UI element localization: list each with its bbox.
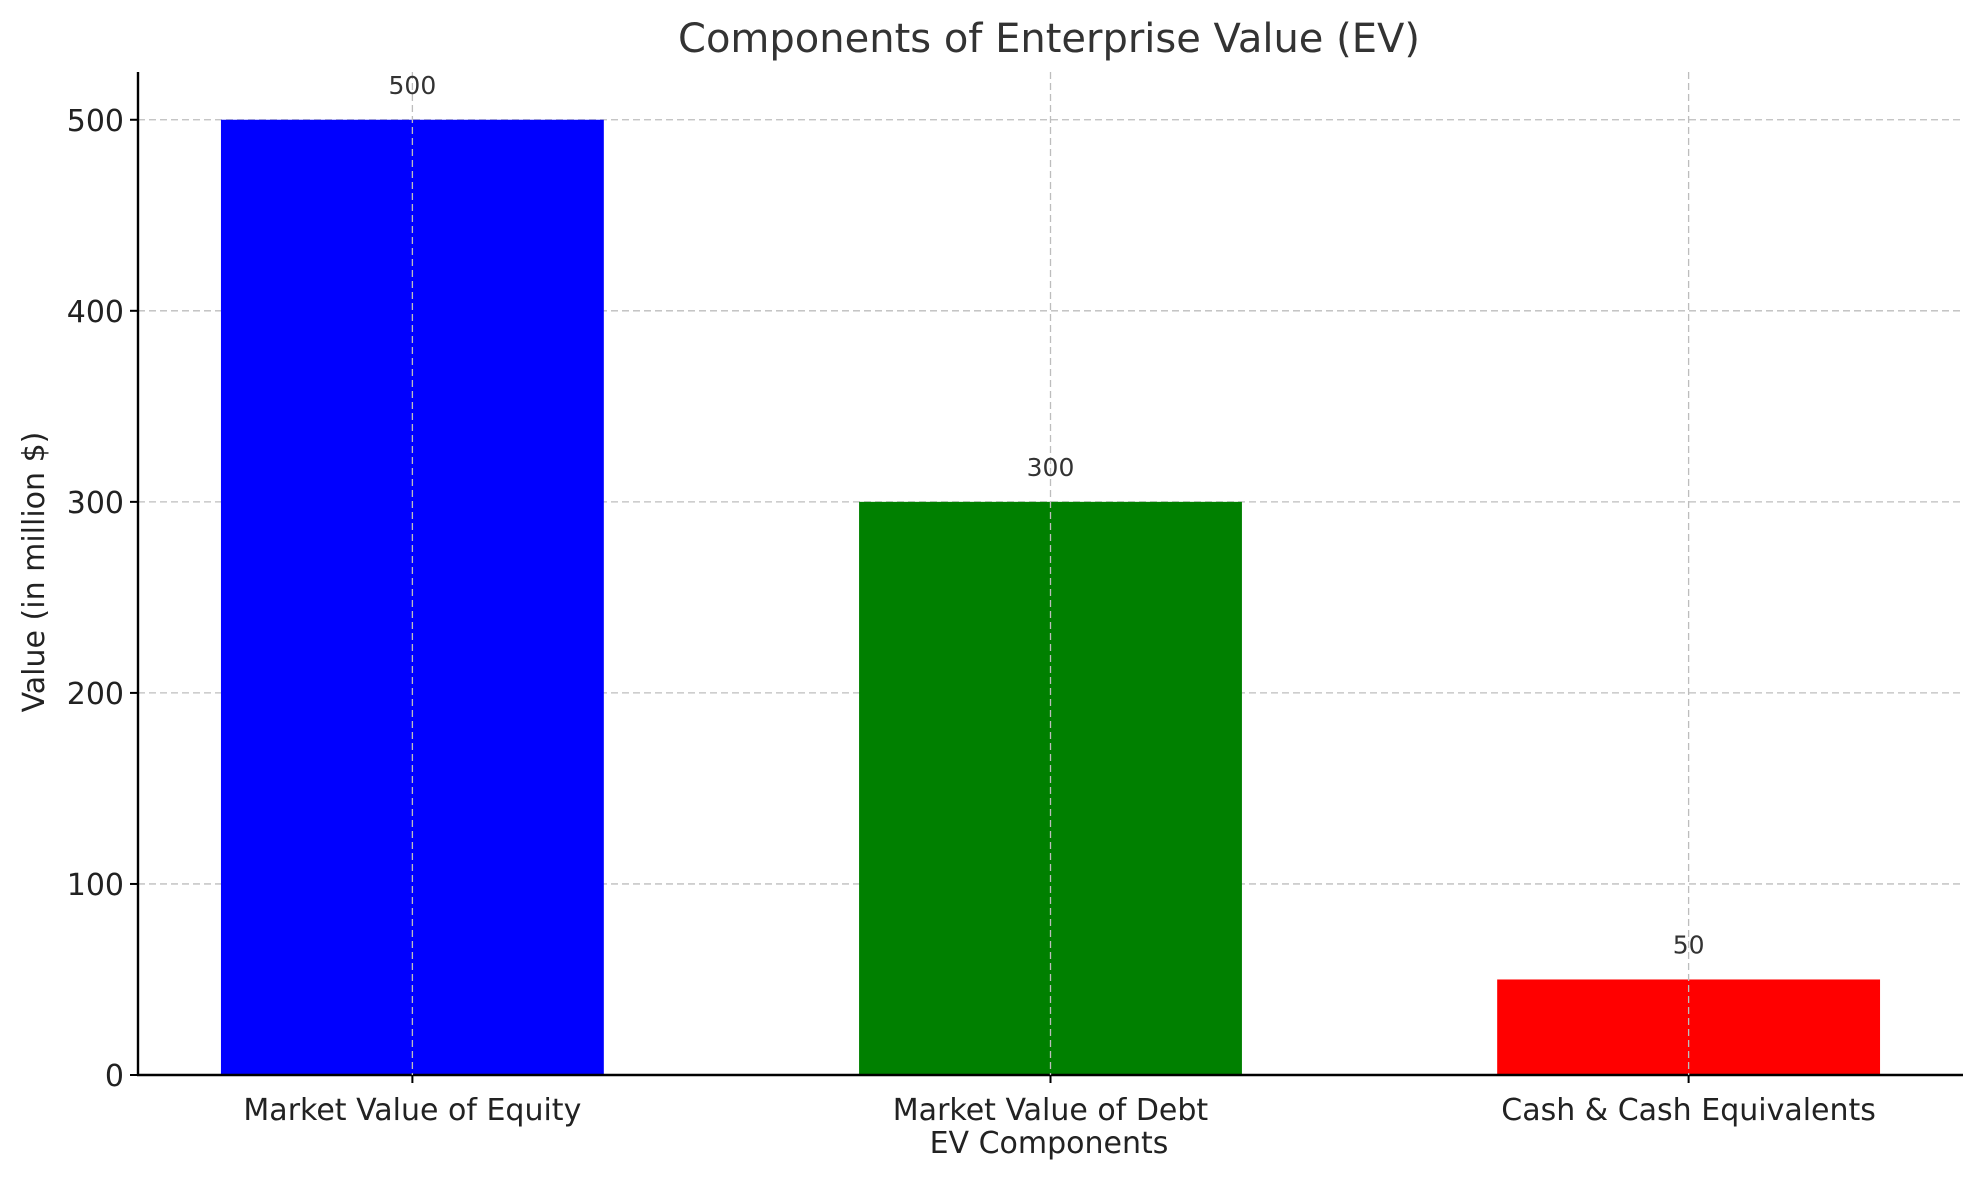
y-tick-label: 100 (67, 868, 124, 903)
bar-value-label: 300 (1027, 453, 1075, 482)
bar (220, 119, 604, 1075)
y-axis-label: Value (in million $) (17, 432, 52, 713)
bar-value-label: 50 (1673, 930, 1705, 959)
tick-layer: 0 100 200 300 400 500 Market Value of Equity Ma… (67, 104, 1876, 1128)
y-tick-label: 400 (67, 295, 124, 330)
bar-value-label: 500 (389, 71, 437, 100)
x-tick-label: Market Value of Equity (243, 1093, 581, 1128)
x-axis-label: EV Components (930, 1126, 1169, 1161)
x-tick-label: Cash & Cash Equivalents (1501, 1093, 1876, 1128)
y-tick-label: 200 (67, 677, 124, 712)
y-tick-label: 0 (105, 1059, 124, 1094)
bar-layer (220, 119, 1881, 1075)
x-tick-label: Market Value of Debt (893, 1093, 1209, 1128)
chart-title: Components of Enterprise Value (EV) (678, 16, 1420, 62)
y-tick-label: 300 (67, 486, 124, 521)
label-layer: 500 300 50 (389, 71, 1705, 1075)
y-tick-label: 500 (67, 104, 124, 139)
bar (1497, 979, 1881, 1075)
